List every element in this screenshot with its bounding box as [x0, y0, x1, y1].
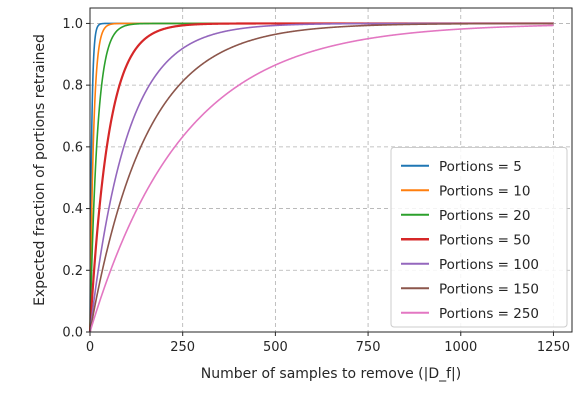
- x-tick-label: 0: [86, 340, 94, 355]
- x-tick-label: 500: [263, 340, 288, 355]
- x-tick-label: 250: [170, 340, 195, 355]
- legend-entry-label: Portions = 100: [439, 257, 539, 273]
- series-line-portions-250: [89, 24, 554, 333]
- x-axis-label: Number of samples to remove (|D_f|): [201, 366, 461, 382]
- y-axis-label: Expected fraction of portions retrained: [32, 34, 48, 306]
- y-tick-label: 0.8: [62, 79, 83, 94]
- y-tick-label: 0.2: [62, 264, 83, 279]
- legend-entry-label: Portions = 10: [439, 183, 530, 199]
- x-tick-label: 1250: [537, 340, 570, 355]
- legend-entry-label: Portions = 250: [439, 306, 539, 322]
- legend-entry-label: Portions = 20: [439, 208, 530, 224]
- legend-entry-label: Portions = 5: [439, 159, 522, 175]
- plot-frame: [89, 7, 573, 333]
- axis-ticks: 0 250 500 750 1000 1250 0.0 0.2 0.4 0.6 0.8 1.0: [62, 17, 570, 355]
- y-tick-label: 0.6: [62, 140, 83, 155]
- y-tick-label: 0.0: [62, 326, 83, 341]
- series-layer: [88, 22, 554, 333]
- series-line-portions-150: [89, 22, 554, 333]
- legend-entry-label: Portions = 50: [439, 232, 530, 248]
- y-tick-label: 1.0: [62, 17, 83, 32]
- x-tick-label: 1000: [444, 340, 477, 355]
- legend: Portions = 5 Portions = 10 Portions = 20 Po…: [390, 147, 568, 328]
- y-tick-label: 0.4: [62, 202, 83, 217]
- legend-box: [390, 147, 568, 328]
- x-tick-label: 750: [356, 340, 381, 355]
- legend-entry-label: Portions = 150: [439, 281, 539, 297]
